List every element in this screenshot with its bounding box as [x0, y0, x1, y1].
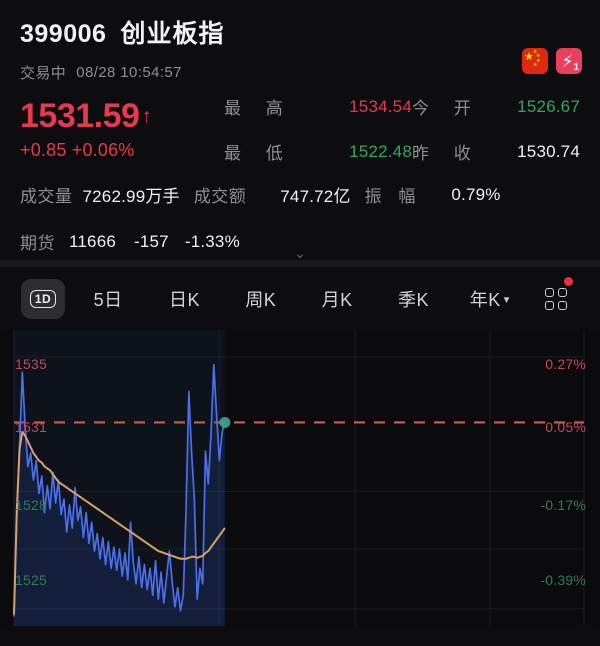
market-status: 交易中 [20, 65, 67, 82]
price-up-arrow-icon: ↑ [141, 104, 152, 128]
section-divider [0, 260, 600, 267]
tab-weekly-k[interactable]: 周K [245, 290, 277, 310]
flag-star-main: ★ [524, 51, 534, 63]
volume-value: 7262.99万手 [82, 187, 180, 206]
y-axis-right-label-1: 0.05% [545, 419, 586, 435]
stat-value-high: 1534.54 [349, 96, 412, 116]
grid-cell-2 [557, 288, 567, 297]
stat-label-prev-close: 昨 收 [412, 144, 481, 163]
header-badges: ★ ★ ★ ★ ★ ⚡ 1 [522, 48, 582, 74]
last-price: 1531.59 [20, 97, 140, 135]
tab-yearly-k-label: 年K [469, 290, 501, 310]
grid-menu-button[interactable] [528, 268, 584, 330]
flag-star-2: ★ [536, 53, 541, 59]
tab-1d-label: 1D [29, 290, 57, 308]
tab-1d-selected-box: 1D [21, 279, 65, 319]
quote-timestamp: 08/28 10:54:57 [76, 64, 182, 81]
grid-cell-1 [544, 288, 554, 297]
lightning-icon[interactable]: ⚡ 1 [556, 48, 582, 74]
y-axis-left-label-1: 1531 [15, 419, 47, 435]
status-row: 交易中 08/28 10:54:57 [20, 62, 580, 83]
y-axis-left-label-0: 1535 [15, 356, 47, 372]
bolt-glyph: ⚡ [561, 51, 574, 71]
chart-period-tabs: 1D 5日 日K 周K 月K 季K 年K ▾ [0, 268, 600, 330]
price-block: 1531.59 ↑ +0.85 +0.06% [20, 97, 206, 161]
chevron-down-icon: ▾ [503, 293, 510, 306]
stat-value-prev-close: 1530.74 [517, 141, 580, 161]
futures-row[interactable]: 期货 11666 -157 -1.33% [20, 229, 580, 254]
notification-dot-badge [563, 277, 573, 286]
tab-1d[interactable]: 1D [16, 268, 70, 330]
symbol-name: 创业板指 [120, 20, 225, 48]
expand-chevron-down-icon[interactable]: ⌄ [293, 245, 307, 262]
grid-cell-4 [557, 301, 567, 310]
flag-star-4: ★ [533, 62, 538, 68]
quote-main-row: 1531.59 ↑ +0.85 +0.06% 最 高 1534.54 今 开 1… [20, 94, 580, 164]
y-axis-right-label-3: -0.39% [540, 572, 586, 588]
amplitude-value: 0.79% [451, 184, 501, 204]
y-axis-right-label-2: -0.17% [540, 497, 586, 513]
header: 399006 创业板指 交易中 08/28 10:54:57 ★ ★ ★ ★ ★… [0, 0, 600, 92]
chart-canvas[interactable] [0, 330, 600, 626]
tab-monthly-k[interactable]: 月K [321, 290, 353, 310]
quote-panel: 1531.59 ↑ +0.85 +0.06% 最 高 1534.54 今 开 1… [0, 92, 600, 263]
intraday-chart[interactable]: 1535 1531 1528 1525 0.27% 0.05% -0.17% -… [0, 330, 600, 626]
futures-change-percent: -1.33% [184, 231, 240, 251]
volume-label: 成交量 [20, 187, 73, 206]
change-absolute: +0.85 [20, 140, 67, 160]
tab-yearly-k[interactable]: 年K ▾ [452, 268, 528, 330]
y-axis-left-label-2: 1528 [15, 497, 47, 513]
stat-value-low: 1522.48 [349, 141, 412, 161]
futures-change-absolute: -157 [134, 231, 169, 251]
futures-label: 期货 [20, 234, 55, 253]
flag-star-1: ★ [533, 49, 538, 55]
turnover-label: 成交额 [193, 187, 247, 206]
change-percent: +0.06% [71, 140, 135, 160]
symbol-code: 399006 [20, 20, 107, 48]
stat-label-high: 最 高 [224, 99, 293, 118]
stat-value-open: 1526.67 [517, 96, 580, 116]
tab-5day[interactable]: 5日 [93, 290, 123, 310]
section-divider-line [0, 267, 600, 268]
flag-star-3: ★ [536, 58, 541, 64]
last-price-row: 1531.59 ↑ [20, 97, 206, 136]
price-change: +0.85 +0.06% [20, 140, 206, 161]
stat-label-open: 今 开 [412, 99, 481, 118]
grid-icon [544, 288, 567, 310]
title-row: 399006 创业板指 [20, 14, 580, 50]
y-axis-right-label-0: 0.27% [545, 356, 586, 372]
cn-flag-icon[interactable]: ★ ★ ★ ★ ★ [522, 48, 548, 74]
amplitude-label: 振 幅 [364, 187, 422, 206]
grid-cell-3 [544, 301, 554, 310]
lightning-badge-count: 1 [573, 62, 579, 73]
stat-label-low: 最 低 [224, 144, 293, 163]
tab-daily-k[interactable]: 日K [168, 290, 200, 310]
futures-value: 11666 [69, 231, 117, 251]
quote-stats-grid: 最 高 1534.54 今 开 1526.67 最 低 1522.48 昨 收 … [206, 94, 580, 164]
tab-quarterly-k[interactable]: 季K [397, 290, 429, 310]
turnover-value: 747.72亿 [280, 187, 351, 206]
y-axis-left-label-3: 1525 [15, 572, 47, 588]
quote-volume-row: 成交量 7262.99万手 成交额 747.72亿 振 幅 0.79% [20, 182, 580, 207]
